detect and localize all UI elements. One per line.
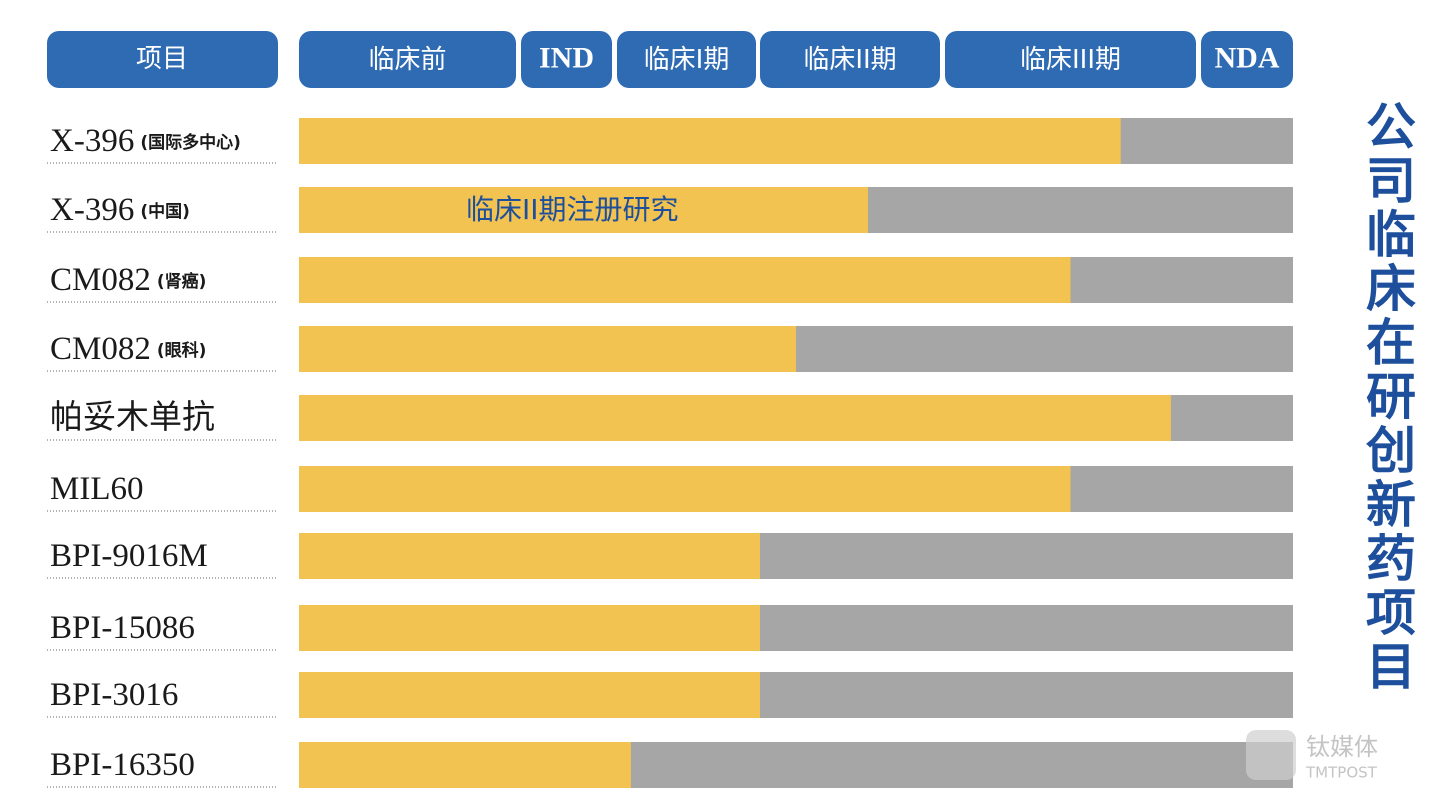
row-label: CM082 (肾癌) (50, 262, 206, 298)
row-label: X-396 (国际多中心) (50, 123, 241, 159)
stage-header-box (1201, 31, 1293, 88)
category-note: (肾癌) (157, 271, 207, 292)
header-box (47, 31, 278, 88)
stage-header-box (521, 31, 612, 88)
bar (299, 257, 1071, 303)
category-name: X-396 (50, 123, 134, 159)
bar (299, 533, 760, 579)
stage-header-box (617, 31, 756, 88)
row-label: CM082 (眼科) (50, 331, 206, 367)
bar (299, 118, 1121, 164)
stage-header-box (760, 31, 940, 88)
stage-header-box (945, 31, 1196, 88)
stage-header: 临床II期 (803, 45, 896, 75)
bar (299, 326, 796, 372)
watermark-logo (1246, 730, 1296, 780)
row-label: BPI-16350 (50, 747, 195, 783)
stage-header: 临床I期 (644, 45, 730, 75)
category-name: BPI-3016 (50, 677, 178, 713)
category-note: (国际多中心) (140, 132, 241, 153)
row-label: X-396 (中国) (50, 192, 190, 228)
category-note: (中国) (140, 201, 190, 222)
bar (299, 742, 631, 788)
bar (299, 605, 760, 651)
category-note: (眼科) (157, 340, 207, 361)
bar (299, 395, 1171, 441)
bar (299, 466, 1071, 512)
category-name: CM082 (50, 331, 151, 367)
row-label: BPI-9016M (50, 538, 208, 574)
category-name: MIL60 (50, 471, 144, 507)
category-name: BPI-16350 (50, 747, 195, 783)
watermark-cn: 钛媒体 (1306, 733, 1378, 761)
stage-header: NDA (1215, 41, 1280, 74)
bar (299, 187, 868, 233)
category-name: X-396 (50, 192, 134, 228)
stage-header: IND (539, 41, 594, 74)
side-title: 公司临床在研创新药项目 (1358, 100, 1416, 694)
stage-header: 临床前 (368, 45, 446, 75)
category-name: CM082 (50, 262, 151, 298)
row-label: BPI-15086 (50, 610, 195, 646)
row-label: 帕妥木单抗 (50, 399, 215, 436)
category-header: 项目 (136, 44, 188, 74)
category-name: 帕妥木单抗 (50, 399, 215, 436)
stage-header: 临床III期 (1020, 45, 1121, 75)
stage-header-box (299, 31, 516, 88)
category-name: BPI-9016M (50, 538, 208, 574)
row-label: BPI-3016 (50, 677, 178, 713)
category-name: BPI-15086 (50, 610, 195, 646)
bar (299, 672, 760, 718)
row-label: MIL60 (50, 471, 144, 507)
annotation: 临床II期注册研究 (466, 193, 679, 226)
watermark-en: TMTPOST (1305, 764, 1378, 782)
